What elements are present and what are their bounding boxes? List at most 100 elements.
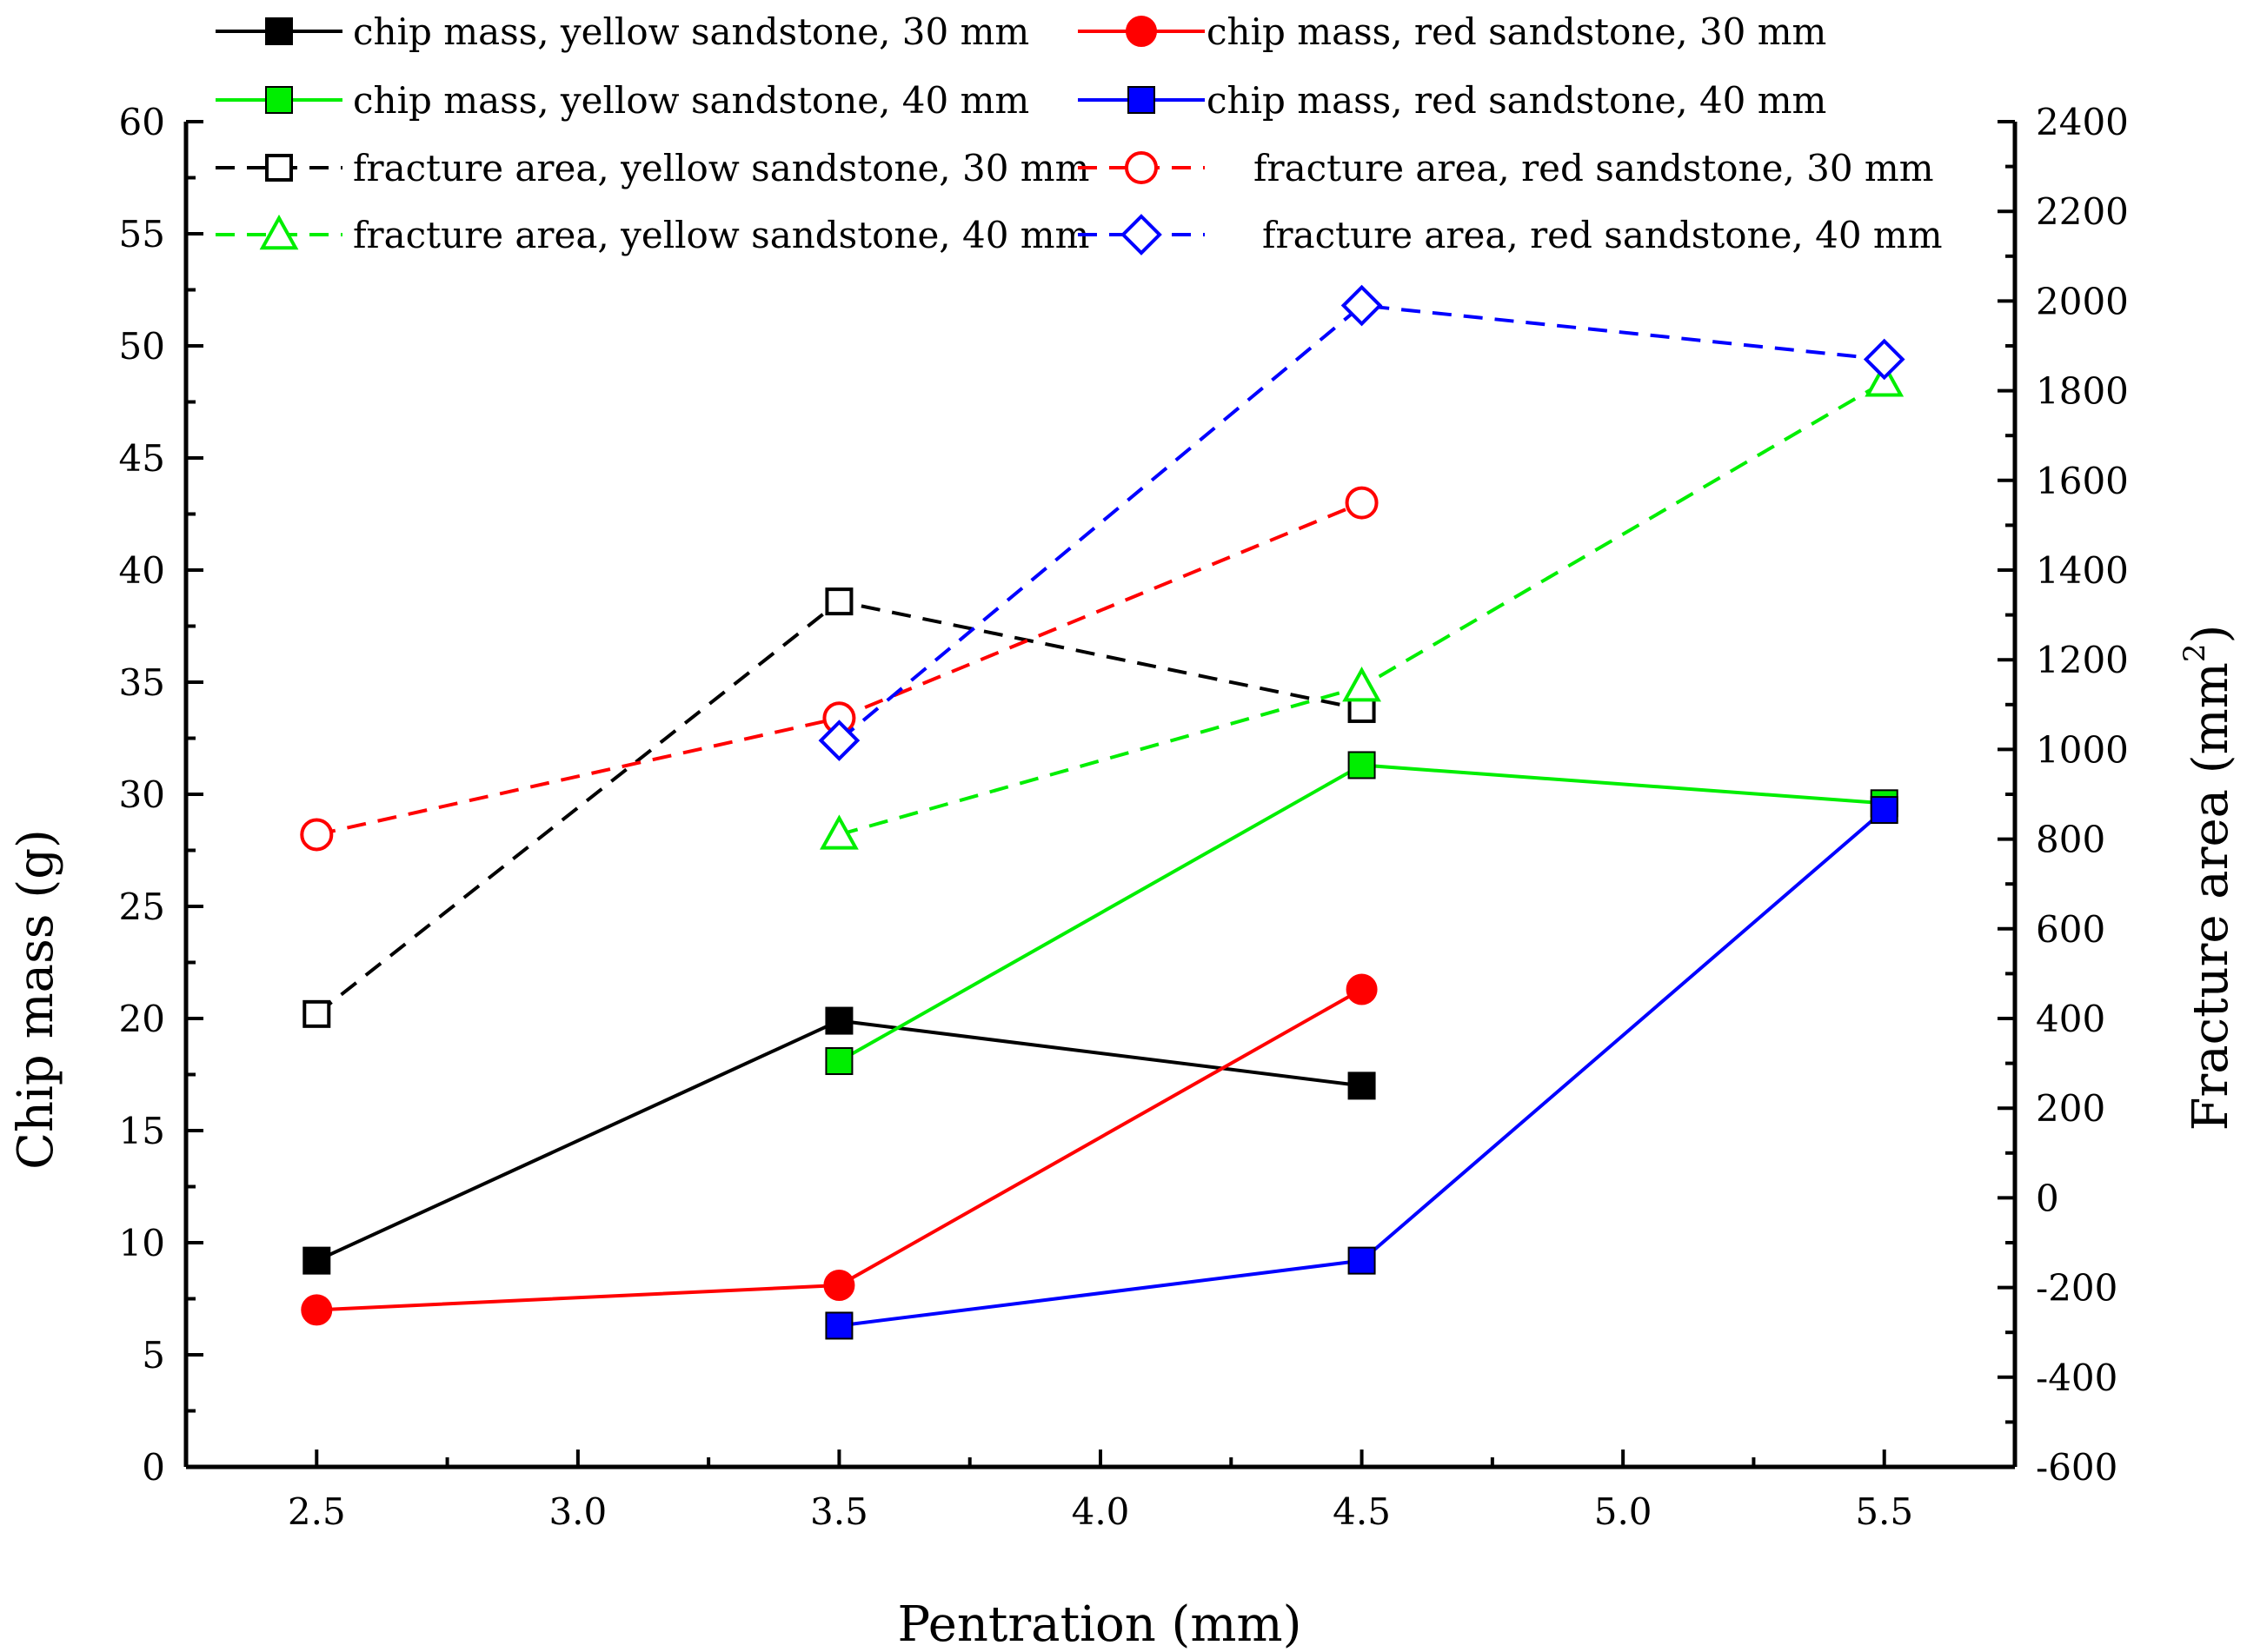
legend-item-8: fracture area, red sandstone, 40 mm <box>1078 214 1943 256</box>
y2-tick-label: 200 <box>2036 1087 2105 1130</box>
legend-marker <box>265 17 293 45</box>
data-point <box>820 814 859 850</box>
series-line <box>316 501 1363 837</box>
data-point <box>302 999 331 1028</box>
legend-label: chip mass, red sandstone, 30 mm <box>1207 10 1826 53</box>
legend: chip mass, yellow sandstone, 30 mm chip m… <box>216 10 1943 256</box>
y2-tick-label: -600 <box>2036 1446 2117 1489</box>
legend-item-4: chip mass, red sandstone, 40 mm <box>1078 79 1826 122</box>
legend-marker <box>1126 16 1157 47</box>
y2-tick-label: 1000 <box>2036 728 2129 771</box>
legend-marker <box>265 86 293 114</box>
y-tick-label: 55 <box>119 213 165 255</box>
legend-label: fracture area, red sandstone, 40 mm <box>1262 214 1943 256</box>
y-tick-label: 30 <box>119 773 165 816</box>
data-point <box>825 1006 854 1035</box>
series-layer <box>300 284 1905 1340</box>
y2-tick-label: 2000 <box>2036 280 2129 322</box>
y-tick-label: 40 <box>119 549 165 592</box>
data-point <box>1346 973 1378 1005</box>
legend-label: chip mass, yellow sandstone, 40 mm <box>353 79 1029 122</box>
series-7 <box>820 362 1905 850</box>
legend-item-1: chip mass, yellow sandstone, 30 mm <box>216 10 1029 53</box>
y-tick-label: 5 <box>142 1334 165 1377</box>
axes-layer: 2.5 3.0 3.5 4.0 4.5 5.0 5.5 0 5 10 15 20 25 30 35 40 45 5… <box>119 101 2129 1533</box>
legend-label: fracture area, yellow sandstone, 30 mm <box>353 147 1089 189</box>
y2-tick-label: 1600 <box>2036 460 2129 502</box>
y2-axis-title: Fracture area (mm2) <box>2177 625 2239 1131</box>
x-tick-label: 2.5 <box>288 1490 346 1533</box>
legend-label: fracture area, red sandstone, 30 mm <box>1253 147 1934 189</box>
x-tick-label: 4.5 <box>1333 1490 1391 1533</box>
y2-tick-label: 800 <box>2036 819 2105 861</box>
y-tick-label: 25 <box>119 886 165 928</box>
y2-tick-label: 600 <box>2036 908 2105 951</box>
y2-axis-title-close: ) <box>2183 625 2239 644</box>
y2-axis-title-main: Fracture area (mm <box>2183 662 2239 1131</box>
legend-label: chip mass, yellow sandstone, 30 mm <box>353 10 1029 53</box>
x-tick-label: 4.0 <box>1072 1490 1130 1533</box>
y2-tick-label: 1800 <box>2036 370 2129 413</box>
x-tick-label: 3.0 <box>548 1490 607 1533</box>
y-tick-label: 35 <box>119 661 165 704</box>
data-point <box>1863 338 1905 381</box>
data-point <box>825 587 854 616</box>
series-8 <box>818 284 1905 761</box>
data-point <box>823 1270 855 1302</box>
y2-tick-label: 0 <box>2036 1177 2059 1219</box>
y-tick-label: 15 <box>119 1110 165 1152</box>
legend-item-6: fracture area, red sandstone, 30 mm <box>1078 147 1934 189</box>
y2-tick-label: 2200 <box>2036 190 2129 233</box>
legend-item-7: fracture area, yellow sandstone, 40 mm <box>216 214 1089 256</box>
series-4 <box>825 796 1898 1340</box>
data-point <box>825 1047 854 1076</box>
series-1 <box>302 1006 1376 1275</box>
series-line <box>838 763 1885 1063</box>
data-point <box>300 818 334 852</box>
data-point <box>825 1311 854 1340</box>
data-point <box>1347 1071 1376 1100</box>
x-tick-label: 5.0 <box>1594 1490 1652 1533</box>
series-line <box>316 987 1363 1312</box>
x-tick-label: 3.5 <box>810 1490 868 1533</box>
y-tick-label: 60 <box>119 101 165 143</box>
y2-tick-label: -400 <box>2036 1357 2117 1399</box>
legend-label: fracture area, yellow sandstone, 40 mm <box>353 214 1089 256</box>
x-tick-label: 5.5 <box>1855 1490 1913 1533</box>
series-3 <box>825 751 1898 1076</box>
data-point <box>1870 796 1898 825</box>
y-tick-label: 10 <box>119 1222 165 1264</box>
data-point <box>301 1294 333 1326</box>
series-line <box>316 599 1362 1016</box>
y-tick-label: 0 <box>142 1446 165 1489</box>
series-5 <box>302 587 1376 1028</box>
y2-tick-label: 1200 <box>2036 639 2129 681</box>
legend-item-3: chip mass, yellow sandstone, 40 mm <box>216 79 1029 122</box>
x-axis-title: Pentration (mm) <box>898 1596 1302 1652</box>
legend-marker <box>1127 86 1155 114</box>
data-point <box>1340 284 1383 327</box>
y-axis-title: Chip mass (g) <box>8 829 64 1170</box>
series-2 <box>301 973 1378 1326</box>
y2-tick-label: 400 <box>2036 998 2105 1040</box>
y-tick-label: 20 <box>119 998 165 1040</box>
legend-item-2: chip mass, red sandstone, 30 mm <box>1078 10 1826 53</box>
legend-marker <box>265 154 293 182</box>
data-point <box>1865 362 1905 397</box>
legend-label: chip mass, red sandstone, 40 mm <box>1207 79 1826 122</box>
data-point <box>818 720 861 761</box>
series-line <box>838 303 1885 742</box>
legend-marker <box>259 214 299 250</box>
legend-marker <box>1125 151 1158 184</box>
y2-tick-label: 1400 <box>2036 549 2129 592</box>
y2-axis-title-superscript: 2 <box>2177 644 2212 663</box>
data-point <box>1347 751 1376 780</box>
legend-marker <box>1120 214 1162 255</box>
series-6 <box>300 486 1379 852</box>
y-tick-label: 45 <box>119 437 165 480</box>
data-point <box>302 1246 331 1275</box>
data-point <box>1342 667 1381 702</box>
data-point <box>1347 1246 1376 1275</box>
